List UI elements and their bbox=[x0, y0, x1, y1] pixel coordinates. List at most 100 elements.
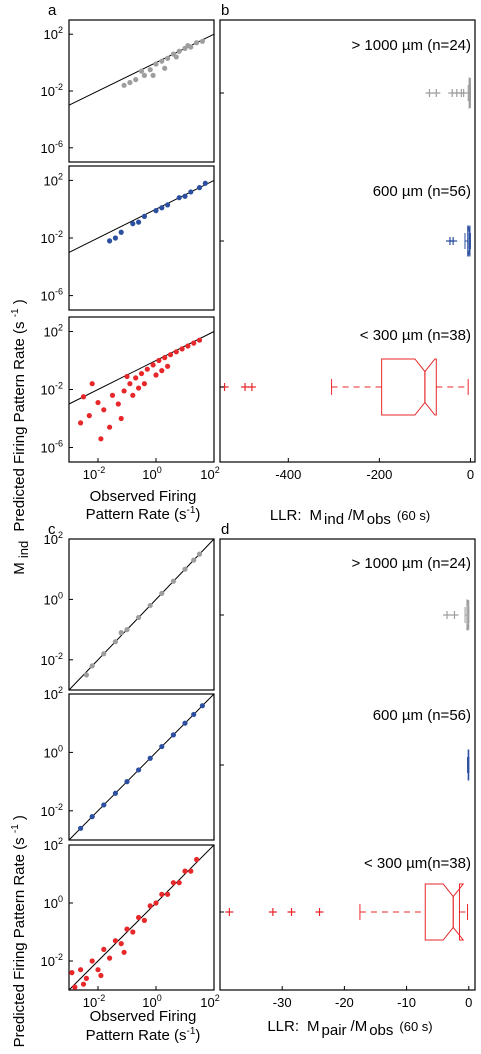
panel-a-ytick-label-1-3: 10-6 bbox=[41, 139, 63, 156]
panel-b-notched-box-1 bbox=[468, 77, 471, 109]
panel-c-ytick-exp-2-2: 0 bbox=[58, 743, 63, 753]
top-right-xlabel-sub1: ind bbox=[324, 511, 344, 528]
panel-d-outlier-1-1 bbox=[443, 611, 452, 619]
panel-b-xtick-label-2: -200 bbox=[366, 467, 392, 482]
panel-c-point-3-19 bbox=[176, 880, 182, 886]
panel-a-xtick-label-2: 100 bbox=[142, 465, 161, 482]
panel-c-point-3-2 bbox=[78, 967, 84, 973]
plot-layer: 102 10-2 10-6 102 10-2 10-6 102 10-2 10-6 10-2 100… bbox=[41, 19, 476, 1010]
panel-c-point-1-12 bbox=[83, 672, 89, 678]
panel-c-point-1-2 bbox=[101, 651, 107, 657]
panel-a-ytick-label-1-1: 102 bbox=[44, 25, 63, 42]
panel-d-outlier-3-3 bbox=[287, 908, 296, 916]
panel-d-notched-box-2 bbox=[467, 749, 470, 781]
panel-c-ytick-exp-1-2: 0 bbox=[58, 590, 63, 600]
panel-c-point-1-10 bbox=[191, 557, 197, 563]
panel-c-point-3-17 bbox=[165, 891, 171, 897]
panel-a-point-3-17 bbox=[173, 349, 179, 355]
panel-c-ytick-label-1-1: 102 bbox=[44, 530, 63, 547]
panel-c-point-3-20 bbox=[182, 868, 188, 874]
top-right-xlabel-sub2: obs bbox=[367, 511, 391, 528]
panel-c-point-1-13 bbox=[118, 630, 124, 636]
panel-a-point-1-14 bbox=[127, 79, 133, 86]
bottom-xlabel-close: ) bbox=[195, 1027, 200, 1044]
panel-c-point-2-3 bbox=[101, 802, 107, 808]
top-ylabel-exp: -1 bbox=[10, 308, 21, 317]
panel-a-point-1-2 bbox=[147, 67, 153, 73]
panel-b-outlier-1-6 bbox=[459, 89, 468, 97]
panel-a-point-1-19 bbox=[150, 72, 156, 78]
panel-a-point-3-2 bbox=[86, 413, 92, 419]
panel-a-point-3-4 bbox=[101, 407, 107, 413]
panel-c-point-1-9 bbox=[182, 566, 188, 572]
bottom-group-label-3: < 300 µm(n=38) bbox=[364, 855, 471, 872]
panel-c-point-3-24 bbox=[80, 981, 87, 987]
panel-c-row-2: 102 100 10-2 bbox=[41, 685, 215, 841]
panel-b-notched-box-3 bbox=[381, 358, 437, 416]
panel-c-point-2-6 bbox=[136, 767, 142, 773]
panel-a-point-2-8 bbox=[188, 189, 194, 195]
bottom-ylabel-main: Predicted Firing Pattern Rate (s bbox=[11, 837, 28, 1047]
top-right-xlabel-slash: /M bbox=[348, 507, 365, 524]
panel-d-outlier-3-2 bbox=[268, 908, 277, 916]
panel-a-point-3-29 bbox=[89, 381, 95, 387]
bottom-xlabel-line1: Observed Firing bbox=[90, 1008, 197, 1025]
panel-c-point-1-7 bbox=[159, 590, 165, 596]
panel-d-frame bbox=[219, 538, 476, 991]
panel-b-notched-box-2 bbox=[467, 225, 471, 257]
panel-c-xtick-exp-2: 0 bbox=[157, 993, 162, 1003]
panel-c-point-1-5 bbox=[136, 614, 142, 621]
panel-a-point-2-7 bbox=[176, 195, 182, 201]
panel-c-frame-2 bbox=[68, 693, 215, 841]
panel-c-frame-3 bbox=[68, 844, 215, 991]
panel-a-point-2-4 bbox=[141, 213, 147, 219]
panel-a-ytick-label-3-3: 10-6 bbox=[41, 439, 63, 456]
panel-a-frame-1 bbox=[68, 19, 215, 163]
panel-c-point-2-10 bbox=[182, 720, 188, 726]
panel-c-point-3-9 bbox=[118, 941, 124, 947]
panel-a-point-3-23 bbox=[118, 415, 124, 422]
panel-letter-d: d bbox=[221, 521, 229, 538]
bottom-right-xlabel-m: M bbox=[307, 1018, 320, 1035]
panel-a-xtick-exp-1: -2 bbox=[97, 465, 105, 475]
panel-a-ytick-exp-3-2: -2 bbox=[55, 381, 63, 391]
top-ylabel-m: M bbox=[11, 562, 28, 575]
panel-d-xtick-label-3: -10 bbox=[397, 995, 416, 1010]
panel-c-point-1-8 bbox=[170, 578, 176, 584]
panel-a-point-1-5 bbox=[165, 55, 171, 61]
panel-a-ytick-exp-2-3: -6 bbox=[55, 287, 63, 297]
panel-c-point-3-15 bbox=[153, 900, 159, 906]
panel-c-ytick-exp-3-1: 2 bbox=[58, 836, 63, 846]
panel-a-point-1-15 bbox=[121, 82, 127, 88]
top-right-xlabel-prefix: LLR: bbox=[270, 507, 302, 524]
panel-c-point-3-16 bbox=[159, 891, 165, 897]
panel-c-point-1-11 bbox=[196, 551, 203, 557]
panel-c-point-3-3 bbox=[83, 975, 89, 982]
panel-c-point-2-12 bbox=[199, 703, 205, 709]
top-xlabel-line2-text: Pattern Rate (s bbox=[86, 506, 187, 523]
panel-a-point-3-11 bbox=[138, 370, 145, 377]
panel-a-point-3-16 bbox=[167, 352, 174, 358]
panel-a-point-1-11 bbox=[199, 38, 205, 44]
top-right-xlabel-suffix: (60 s) bbox=[397, 508, 430, 523]
panel-d-xtick-label-1: -30 bbox=[273, 995, 292, 1010]
top-ylabel-sub: ind bbox=[16, 541, 31, 558]
panel-c-ytick-label-1-2: 100 bbox=[44, 590, 63, 607]
panel-a-ytick-label-2-3: 10-6 bbox=[41, 287, 63, 304]
panel-b-outlier-1-2 bbox=[432, 89, 441, 97]
panel-a-point-2-14 bbox=[182, 193, 188, 199]
panel-c-point-2-1 bbox=[78, 825, 84, 831]
panel-letter-b: b bbox=[221, 2, 229, 19]
panel-c-point-3-23 bbox=[69, 970, 75, 976]
top-group-label-1: > 1000 µm (n=24) bbox=[351, 37, 471, 54]
bottom-right-xlabel-sub2: obs bbox=[369, 1022, 393, 1039]
panel-d-xtick-label-4: 0 bbox=[465, 995, 472, 1010]
panel-a-point-1-4 bbox=[159, 58, 165, 64]
panel-b-outlier-3-2 bbox=[241, 383, 250, 391]
panel-a-point-3-25 bbox=[141, 381, 147, 387]
panel-c-point-3-8 bbox=[112, 938, 118, 944]
panel-b-outlier-1-1 bbox=[425, 89, 434, 97]
panel-a-point-3-20 bbox=[191, 340, 197, 346]
panel-c-point-3-26 bbox=[121, 949, 127, 955]
